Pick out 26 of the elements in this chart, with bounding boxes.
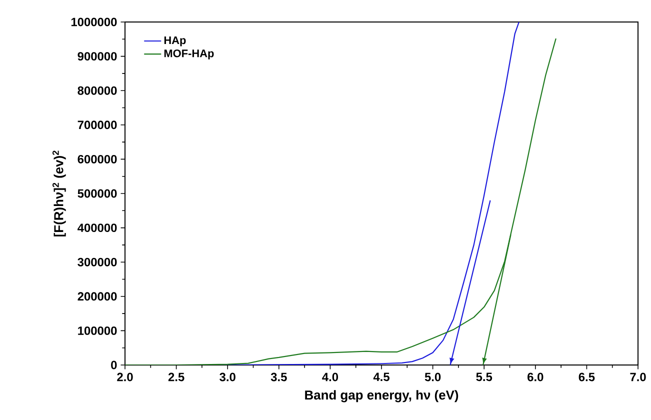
y-tick-label: 100000 bbox=[78, 326, 117, 335]
x-tick-label: 3.0 bbox=[220, 372, 236, 382]
y-tick-label: 1000000 bbox=[71, 18, 117, 26]
x-axis-title: Band gap energy, hν (eV) bbox=[305, 390, 458, 402]
y-tick-label: 400000 bbox=[78, 224, 117, 232]
x-tick-label: 5.5 bbox=[476, 372, 492, 382]
x-tick-label: 6.0 bbox=[528, 372, 544, 382]
x-tick-label: 6.5 bbox=[578, 372, 595, 382]
y-tick-label: 500000 bbox=[78, 189, 117, 198]
y-tick-label: 300000 bbox=[78, 258, 117, 266]
x-tick-label: 4.0 bbox=[322, 372, 338, 382]
y-tick-label: 200000 bbox=[78, 292, 117, 301]
y-tick-label: 600000 bbox=[78, 154, 117, 164]
x-tick-label: 2.0 bbox=[117, 372, 133, 382]
x-tick-label: 5.0 bbox=[424, 372, 441, 382]
y-axis-title: [F(R)hν]$^{2}$ (ev)$^{2}$ bbox=[52, 150, 66, 236]
x-tick-label: 2.5 bbox=[168, 372, 184, 382]
y-tick-label: 900000 bbox=[78, 52, 117, 61]
legend-label: MOF-HAp bbox=[164, 50, 214, 60]
x-tick-label: 4.5 bbox=[373, 372, 390, 382]
y-tick-label: 800000 bbox=[78, 86, 117, 95]
y-tick-label: 700000 bbox=[78, 120, 117, 130]
x-tick-label: 3.5 bbox=[270, 372, 287, 382]
legend-label: HAp bbox=[164, 36, 186, 46]
x-tick-label: 7.0 bbox=[630, 372, 646, 382]
y-tick-label: 0 bbox=[111, 360, 117, 370]
